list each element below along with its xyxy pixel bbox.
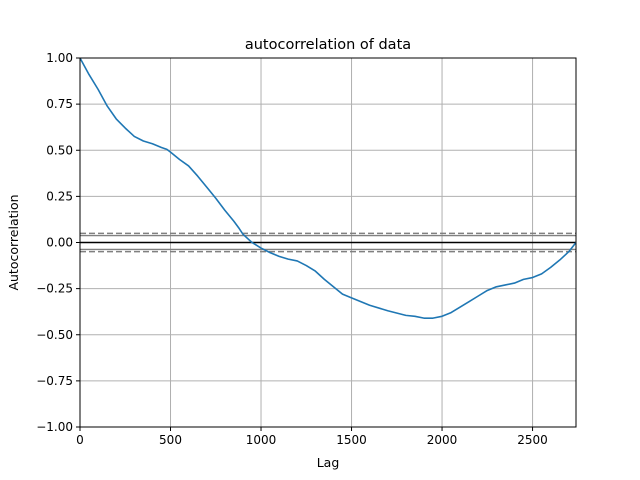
x-tick-label: 500 <box>159 433 182 447</box>
y-axis-label: Autocorrelation <box>6 194 21 290</box>
y-tick-label: 0.25 <box>46 189 73 203</box>
x-tick-label: 2000 <box>427 433 458 447</box>
y-tick-label: −0.25 <box>36 282 73 296</box>
y-tick-label: −1.00 <box>36 420 73 434</box>
x-tick-label: 0 <box>76 433 84 447</box>
reference-lines <box>80 232 576 253</box>
x-tick-label: 1500 <box>336 433 367 447</box>
x-axis-ticks: 0 500 1000 1500 2000 2500 <box>76 427 548 447</box>
chart-title: autocorrelation of data <box>245 37 411 53</box>
y-tick-label: 0.00 <box>46 236 73 250</box>
autocorrelation-series-line <box>79 57 577 319</box>
x-tick-label: 2500 <box>517 433 548 447</box>
x-axis-label: Lag <box>317 455 340 470</box>
series-layer <box>79 57 577 319</box>
y-tick-label: 1.00 <box>46 51 73 65</box>
y-tick-label: 0.75 <box>46 97 73 111</box>
y-axis-ticks: 1.00 0.75 0.50 0.25 0.00 −0.25 −0.50 −0.75 −1.00 <box>36 51 80 434</box>
y-tick-label: 0.50 <box>46 143 73 157</box>
y-tick-label: −0.50 <box>36 328 73 342</box>
x-tick-label: 1000 <box>246 433 277 447</box>
y-tick-label: −0.75 <box>36 374 73 388</box>
